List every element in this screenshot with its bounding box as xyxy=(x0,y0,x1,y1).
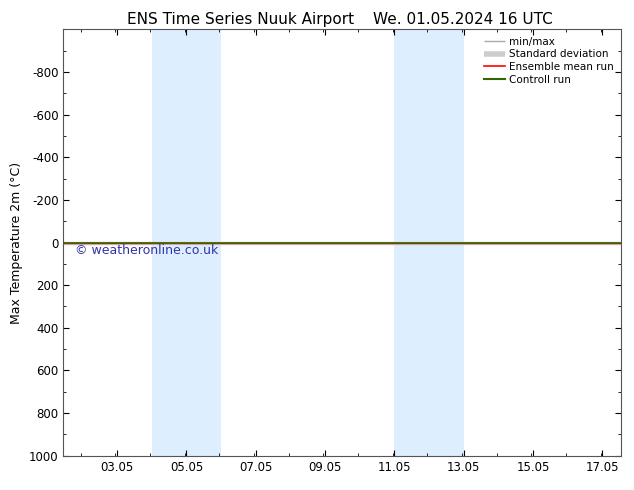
Y-axis label: Max Temperature 2m (°C): Max Temperature 2m (°C) xyxy=(10,162,23,323)
Bar xyxy=(152,29,221,456)
Legend: min/max, Standard deviation, Ensemble mean run, Controll run: min/max, Standard deviation, Ensemble me… xyxy=(480,32,618,89)
Bar xyxy=(394,29,463,456)
Text: We. 01.05.2024 16 UTC: We. 01.05.2024 16 UTC xyxy=(373,12,553,27)
Text: © weatheronline.co.uk: © weatheronline.co.uk xyxy=(75,244,218,257)
Text: ENS Time Series Nuuk Airport: ENS Time Series Nuuk Airport xyxy=(127,12,354,27)
